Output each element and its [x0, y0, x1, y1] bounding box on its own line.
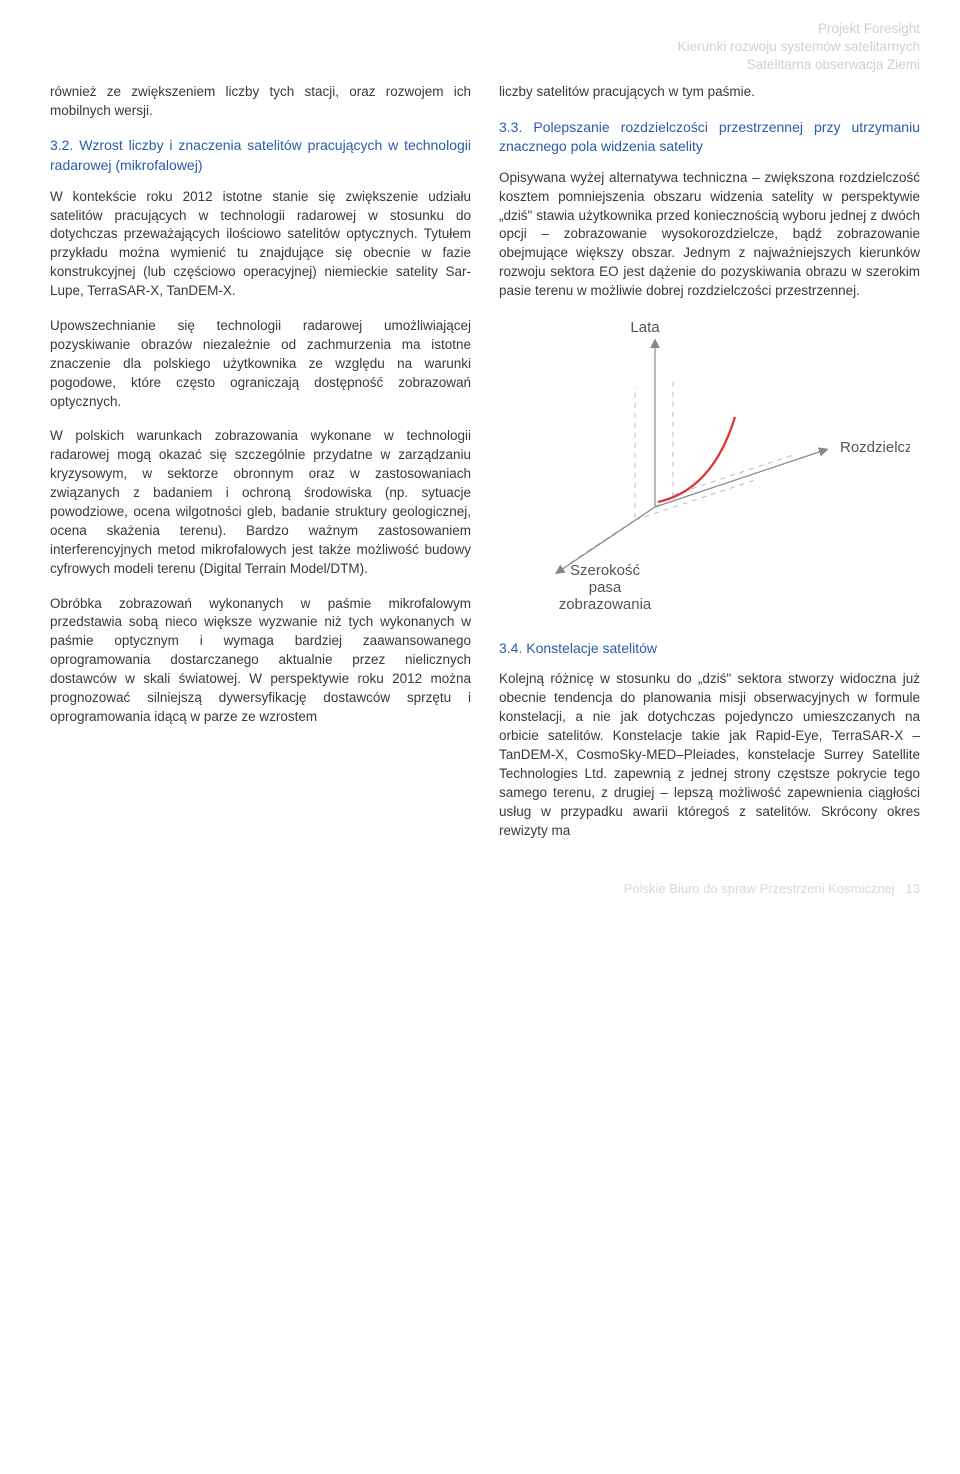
heading-3-2-num: 3.2.: [50, 137, 73, 153]
trend-curve: [658, 417, 735, 502]
header-line-2: Kierunki rozwoju systemów satelitarnych: [50, 38, 920, 56]
heading-3-3-num: 3.3.: [499, 119, 522, 135]
heading-3-2: 3.2. Wzrost liczby i znaczenia satelitów…: [50, 136, 471, 175]
left-intro: również ze zwiększeniem liczby tych stac…: [50, 83, 471, 121]
header-line-3: Satelitarna obserwacja Ziemi: [50, 56, 920, 74]
page-footer: Polskie Biuro do spraw Przestrzeni Kosmi…: [50, 880, 920, 898]
footer-page: 13: [906, 881, 920, 896]
y-axis-label: Lata: [630, 319, 660, 336]
heading-3-4-text: Konstelacje satelitów: [522, 640, 657, 656]
heading-3-3: 3.3. Polepszanie rozdzielczości przestrz…: [499, 118, 920, 157]
heading-3-2-text: Wzrost liczby i znaczenia satelitów prac…: [50, 137, 471, 173]
dash-plane-2: [588, 377, 793, 551]
dash-plane-1: [570, 387, 755, 563]
z-axis-label-3: zobrazowania: [558, 596, 651, 613]
heading-3-4-num: 3.4.: [499, 640, 522, 656]
footer-org: Polskie Biuro do spraw Przestrzeni Kosmi…: [624, 881, 895, 896]
heading-3-4: 3.4. Konstelacje satelitów: [499, 639, 920, 659]
z-axis-label-1: Szerokość: [569, 562, 640, 579]
left-column: również ze zwiększeniem liczby tych stac…: [50, 83, 471, 857]
right-para-1: Opisywana wyżej alternatywa techniczna –…: [499, 169, 920, 301]
x-axis-label: Rozdzielczość: [840, 439, 910, 456]
left-para-3: W polskich warunkach zobrazowania wykona…: [50, 427, 471, 578]
heading-3-3-text: Polepszanie rozdzielczości przestrzennej…: [499, 119, 920, 155]
z-axis-label-2: pasa: [588, 579, 621, 596]
document-header: Projekt Foresight Kierunki rozwoju syste…: [50, 20, 920, 75]
right-para-2: Kolejną różnicę w stosunku do „dziś" sek…: [499, 670, 920, 840]
right-intro: liczby satelitów pracujących w tym paśmi…: [499, 83, 920, 102]
x-axis: [655, 450, 825, 507]
right-column: liczby satelitów pracujących w tym paśmi…: [499, 83, 920, 857]
axes-svg: Lata Rozdzielczość Szerokość pasa zobraz…: [510, 317, 910, 617]
content-columns: również ze zwiększeniem liczby tych stac…: [50, 83, 920, 857]
axes-diagram: Lata Rozdzielczość Szerokość pasa zobraz…: [499, 317, 920, 623]
header-line-1: Projekt Foresight: [50, 20, 920, 38]
left-para-1: W kontekście roku 2012 istotne stanie si…: [50, 188, 471, 301]
left-para-4: Obróbka zobrazowań wykonanych w paśmie m…: [50, 595, 471, 727]
left-para-2: Upowszechnianie się technologii radarowe…: [50, 317, 471, 411]
